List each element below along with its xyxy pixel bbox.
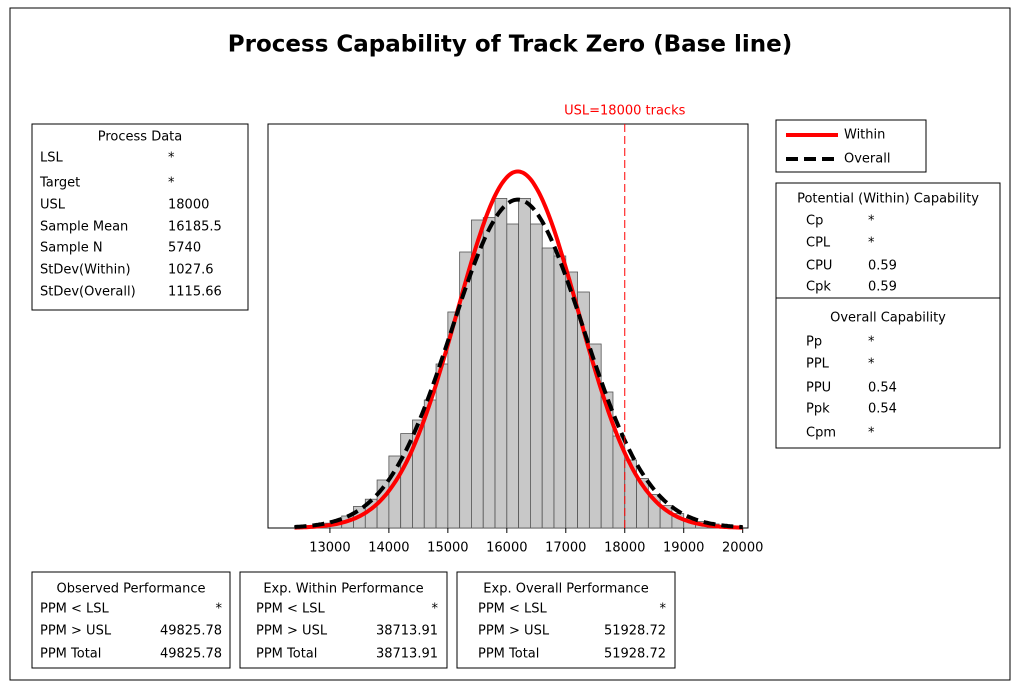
row-label: PPM > USL — [40, 624, 112, 639]
row-label: PPM < LSL — [478, 602, 548, 617]
table-title: Exp. Within Performance — [263, 582, 423, 597]
histogram-bar — [553, 255, 567, 529]
row-value: * — [432, 602, 439, 617]
x-tick-label: 14000 — [368, 541, 409, 556]
usl-annotation: USL=18000 tracks — [564, 104, 685, 119]
row-label: StDev(Overall) — [40, 285, 136, 300]
row-label: Sample Mean — [40, 220, 128, 235]
row-value: * — [868, 357, 875, 372]
row-label: PPM < LSL — [40, 602, 110, 617]
row-value: * — [868, 426, 875, 441]
row-value: * — [868, 335, 875, 350]
table-title: Potential (Within) Capability — [797, 192, 979, 207]
row-value: 5740 — [168, 241, 201, 256]
row-value: 1115.66 — [168, 285, 222, 300]
row-value: * — [168, 151, 175, 166]
histogram-bar — [518, 197, 531, 529]
row-value: 0.54 — [868, 402, 897, 417]
row-label: USL — [40, 198, 66, 213]
row-value: * — [868, 236, 875, 251]
row-value: 1027.6 — [168, 263, 214, 278]
table-box — [31, 571, 231, 669]
row-label: PPM Total — [40, 647, 101, 662]
x-tick-label: 19000 — [663, 541, 704, 556]
legend-label: Within — [844, 128, 885, 143]
row-label: CPL — [806, 236, 831, 251]
row-value: 0.59 — [868, 259, 897, 274]
row-label: CPU — [806, 259, 832, 274]
row-label: Cpk — [806, 280, 831, 295]
row-value: * — [868, 214, 875, 229]
row-label: PPM < LSL — [256, 602, 326, 617]
row-label: PPL — [806, 357, 830, 372]
row-label: Ppk — [806, 402, 830, 417]
row-value: 51928.72 — [604, 647, 666, 662]
legend-box — [775, 119, 927, 173]
row-value: 49825.78 — [160, 624, 222, 639]
row-value: 38713.91 — [376, 624, 438, 639]
table-box — [456, 571, 676, 669]
table-title: Overall Capability — [830, 311, 946, 326]
table-box — [31, 123, 249, 311]
x-tick-label: 13000 — [309, 541, 350, 556]
row-value: * — [660, 602, 667, 617]
x-tick-label: 15000 — [427, 541, 468, 556]
row-label: Sample N — [40, 241, 103, 256]
histogram-bar — [530, 223, 543, 529]
table-box — [239, 571, 448, 669]
histogram-bar — [435, 363, 449, 529]
histogram-bar — [541, 247, 555, 529]
normal-curve — [294, 197, 743, 529]
row-value: * — [216, 602, 223, 617]
row-label: Cp — [806, 214, 823, 229]
x-tick-label: 18000 — [604, 541, 645, 556]
row-label: PPU — [806, 381, 831, 396]
row-value: 49825.78 — [160, 647, 222, 662]
capability-box — [775, 182, 1001, 449]
x-tick-label: 17000 — [545, 541, 586, 556]
table-title: Exp. Overall Performance — [483, 582, 648, 597]
frame — [9, 7, 1011, 681]
row-label: LSL — [40, 151, 63, 166]
x-tick-label: 20000 — [722, 541, 763, 556]
row-value: * — [168, 176, 175, 191]
normal-curve — [294, 169, 743, 530]
row-value: 51928.72 — [604, 624, 666, 639]
row-value: 16185.5 — [168, 220, 222, 235]
legend-label: Overall — [844, 152, 890, 167]
row-label: PPM > USL — [256, 624, 328, 639]
row-label: StDev(Within) — [40, 263, 131, 278]
histogram-bar — [471, 219, 484, 529]
table-title: Observed Performance — [56, 582, 205, 597]
histogram-bar — [482, 217, 496, 529]
row-label: PPM Total — [256, 647, 317, 662]
row-value: 0.59 — [868, 280, 897, 295]
row-value: 0.54 — [868, 381, 897, 396]
row-label: PPM > USL — [478, 624, 550, 639]
histogram-bar — [506, 223, 520, 529]
row-value: 38713.91 — [376, 647, 438, 662]
row-value: 18000 — [168, 198, 209, 213]
row-label: PPM Total — [478, 647, 539, 662]
table-title: Process Data — [98, 130, 183, 145]
row-label: Pp — [806, 335, 822, 350]
row-label: Target — [39, 176, 80, 191]
histogram-bar — [494, 197, 508, 529]
row-label: Cpm — [806, 426, 836, 441]
histogram-bar — [565, 271, 578, 529]
chart-title: Process Capability of Track Zero (Base l… — [228, 32, 792, 58]
x-tick-label: 16000 — [486, 541, 527, 556]
